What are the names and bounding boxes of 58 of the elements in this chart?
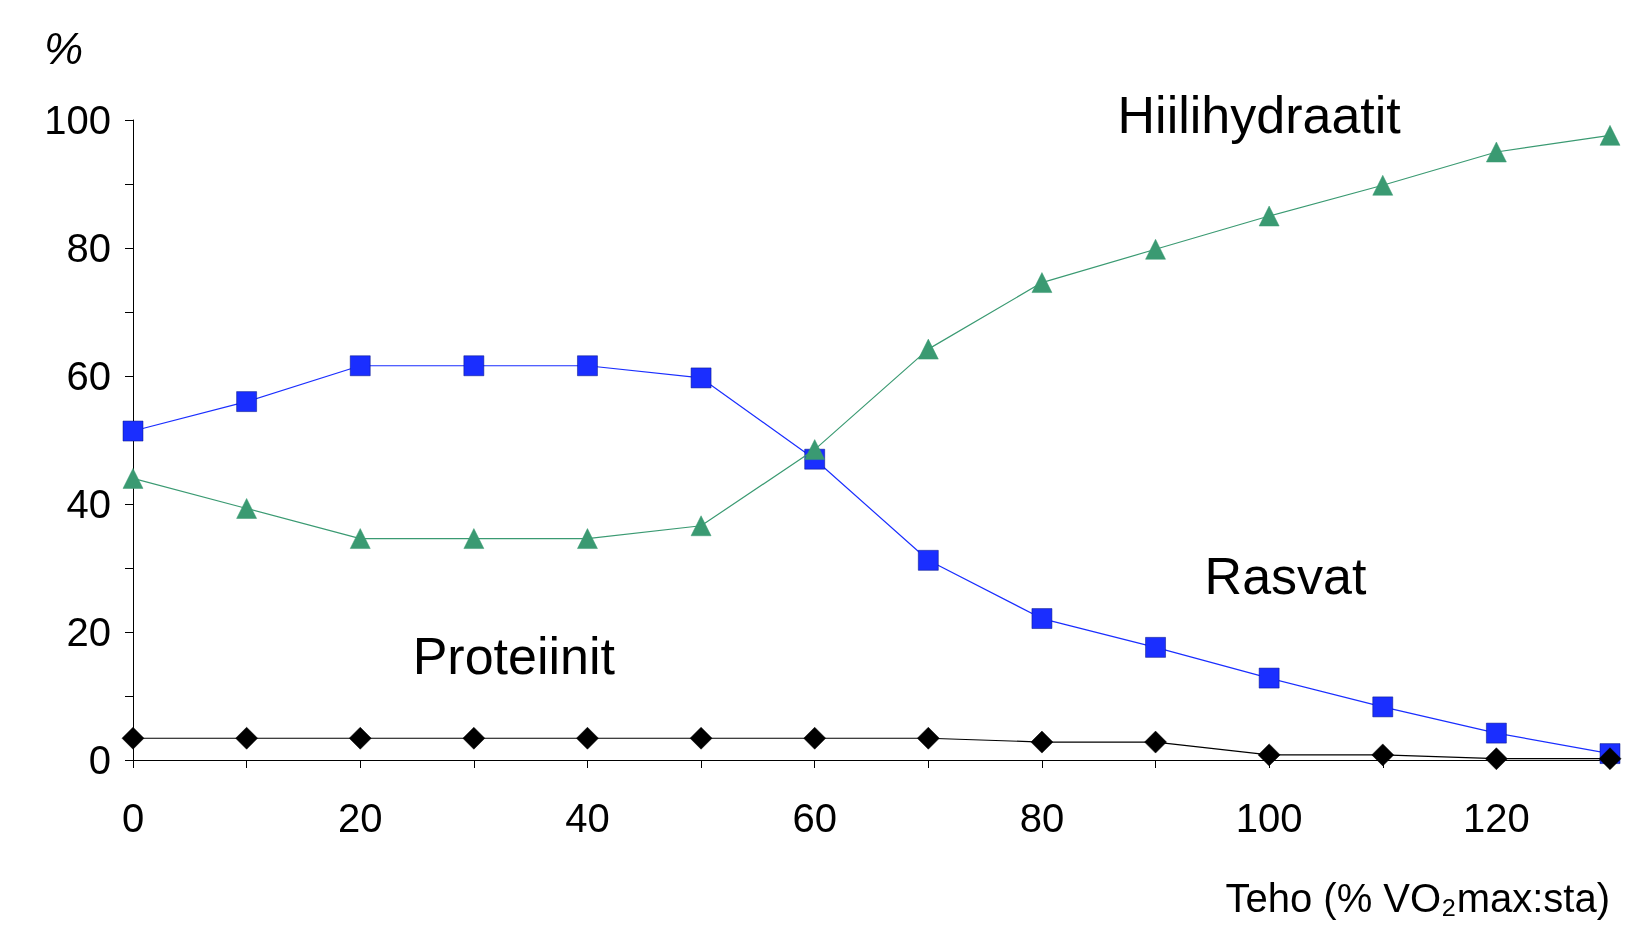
- point: [804, 439, 825, 460]
- point: [1258, 667, 1280, 689]
- point: [577, 528, 598, 549]
- point: [1372, 696, 1394, 718]
- x-tick-label: 80: [1019, 796, 1065, 840]
- point: [803, 726, 826, 750]
- y-tick-label: 20: [66, 610, 111, 654]
- point: [463, 528, 485, 549]
- y-tick-label: 0: [88, 738, 111, 782]
- point: [349, 528, 371, 549]
- point: [236, 498, 257, 519]
- point: [576, 726, 599, 750]
- point: [236, 391, 257, 412]
- point: [1598, 747, 1622, 770]
- series-label: Proteiinit: [412, 626, 616, 685]
- x-tick-label: 0: [121, 796, 145, 840]
- point: [577, 355, 598, 377]
- point: [1031, 608, 1053, 629]
- point: [690, 515, 712, 537]
- x-tick-label: 120: [1463, 796, 1530, 840]
- point: [462, 726, 486, 750]
- point: [1145, 239, 1166, 260]
- x-tick-label: 60: [792, 796, 837, 840]
- point: [121, 726, 145, 750]
- point: [1485, 747, 1508, 770]
- point: [918, 550, 939, 571]
- point: [1257, 743, 1281, 767]
- point: [122, 468, 144, 489]
- point: [1145, 637, 1166, 658]
- x-tick-label: 40: [565, 796, 610, 840]
- point: [1486, 722, 1507, 744]
- x-tick-label: 20: [337, 796, 383, 840]
- point: [1031, 272, 1053, 293]
- point: [122, 420, 144, 442]
- series-label: Rasvat: [1204, 547, 1368, 606]
- y-tick-label: 40: [66, 482, 111, 526]
- point: [1144, 730, 1167, 754]
- y-tick-label: 100: [44, 98, 111, 142]
- point: [1486, 141, 1507, 163]
- y-tick-label: 80: [66, 226, 111, 270]
- point: [349, 355, 371, 377]
- point: [917, 726, 940, 750]
- point: [1371, 743, 1395, 767]
- y-tick-label: 60: [66, 354, 111, 398]
- point: [1258, 205, 1280, 227]
- point: [1030, 730, 1054, 754]
- point: [1372, 175, 1394, 196]
- y-axis-title: %: [43, 23, 83, 73]
- point: [235, 726, 258, 750]
- x-axis-title: Teho (% VO₂max:sta): [1225, 876, 1610, 920]
- point: [689, 726, 713, 750]
- x-tick-label: 100: [1235, 796, 1303, 840]
- point: [690, 367, 712, 389]
- series-label: Hiilihydraatit: [1117, 85, 1402, 144]
- point: [348, 726, 372, 750]
- point: [1599, 125, 1621, 146]
- point: [463, 355, 485, 377]
- point: [918, 338, 939, 360]
